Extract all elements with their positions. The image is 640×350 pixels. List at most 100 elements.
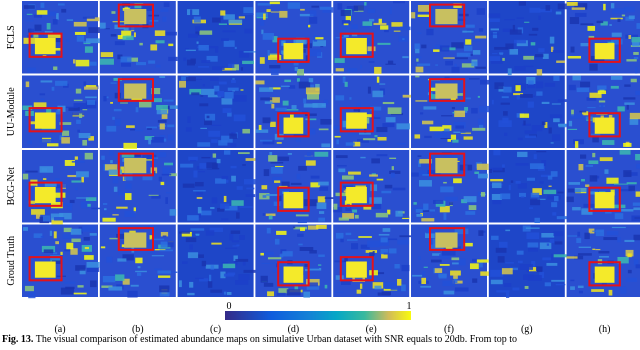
map-texture — [428, 277, 432, 279]
map-texture — [479, 261, 483, 268]
map-texture — [62, 234, 73, 239]
map-texture — [440, 186, 454, 193]
map-texture — [557, 3, 572, 10]
map-texture — [453, 3, 462, 9]
map-texture — [118, 190, 130, 196]
map-texture — [102, 217, 116, 222]
map-texture — [136, 272, 142, 276]
map-texture — [108, 169, 122, 175]
map-texture — [189, 244, 193, 250]
map-texture — [553, 75, 560, 81]
map-texture — [526, 76, 536, 84]
map-texture — [422, 271, 426, 277]
map-texture — [422, 120, 434, 125]
map-texture — [534, 54, 544, 58]
map-texture — [495, 247, 507, 253]
map-texture — [311, 5, 320, 8]
map-texture — [179, 80, 186, 88]
map-texture — [101, 285, 113, 288]
map-texture — [294, 285, 299, 292]
map-texture — [150, 44, 158, 51]
map-texture — [528, 80, 534, 85]
map-texture — [570, 279, 575, 282]
map-texture — [380, 25, 389, 30]
map-texture — [501, 96, 509, 99]
map-texture — [352, 209, 358, 213]
map-texture — [377, 292, 391, 296]
map-texture — [623, 97, 636, 100]
map-texture — [220, 38, 229, 41]
map-texture — [239, 235, 245, 240]
map-texture — [123, 142, 137, 150]
map-texture — [161, 173, 172, 176]
map-texture — [624, 84, 631, 87]
map-texture — [224, 247, 238, 249]
map-texture — [190, 9, 193, 16]
map-texture — [228, 19, 243, 24]
map-texture — [146, 126, 158, 129]
map-texture — [452, 111, 455, 114]
bright-region — [435, 8, 458, 25]
map-texture — [206, 115, 210, 119]
abundance-map — [488, 150, 569, 224]
map-texture — [396, 142, 406, 145]
map-texture — [550, 46, 554, 52]
map-texture — [61, 183, 67, 188]
map-texture — [601, 207, 612, 212]
map-texture — [188, 33, 198, 38]
map-texture — [319, 211, 325, 214]
map-texture — [108, 286, 123, 291]
map-texture — [187, 292, 195, 296]
map-texture — [185, 237, 197, 243]
map-texture — [276, 292, 286, 296]
map-texture — [269, 87, 281, 90]
map-texture — [420, 285, 432, 288]
abundance-map — [255, 1, 334, 76]
map-texture — [320, 46, 324, 48]
map-texture — [619, 150, 631, 155]
map-texture — [240, 89, 244, 91]
map-texture — [201, 260, 207, 267]
map-texture — [453, 272, 458, 279]
map-texture — [137, 266, 141, 269]
map-texture — [82, 109, 88, 111]
map-texture — [489, 18, 500, 22]
map-texture — [55, 110, 63, 115]
column-label: (g) — [521, 324, 533, 335]
map-texture — [385, 117, 396, 123]
map-texture — [348, 171, 361, 175]
map-texture — [621, 14, 626, 17]
map-texture — [335, 232, 344, 239]
map-texture — [205, 46, 219, 49]
map-texture — [632, 202, 640, 206]
map-texture — [523, 55, 535, 60]
abundance-map — [99, 150, 177, 223]
map-texture — [423, 266, 428, 268]
map-texture — [474, 171, 480, 175]
map-texture — [59, 122, 72, 125]
map-texture — [220, 203, 230, 209]
map-texture — [382, 228, 391, 232]
map-texture — [304, 155, 314, 162]
map-texture — [124, 193, 132, 201]
map-texture — [434, 268, 443, 273]
map-texture — [336, 139, 339, 145]
map-texture — [216, 158, 221, 164]
map-texture — [462, 30, 474, 33]
map-texture — [85, 251, 89, 254]
map-texture — [231, 79, 236, 83]
bright-region — [346, 37, 367, 55]
map-texture — [523, 65, 534, 68]
map-texture — [425, 227, 438, 234]
map-texture — [230, 230, 241, 234]
map-texture — [452, 262, 459, 265]
map-texture — [262, 117, 271, 124]
bright-region — [346, 112, 367, 129]
map-texture — [190, 58, 196, 64]
map-texture — [491, 99, 494, 105]
map-texture — [488, 13, 501, 18]
column-label: (c) — [210, 324, 221, 335]
map-texture — [322, 7, 334, 13]
map-texture — [70, 228, 82, 235]
map-texture — [373, 22, 387, 26]
